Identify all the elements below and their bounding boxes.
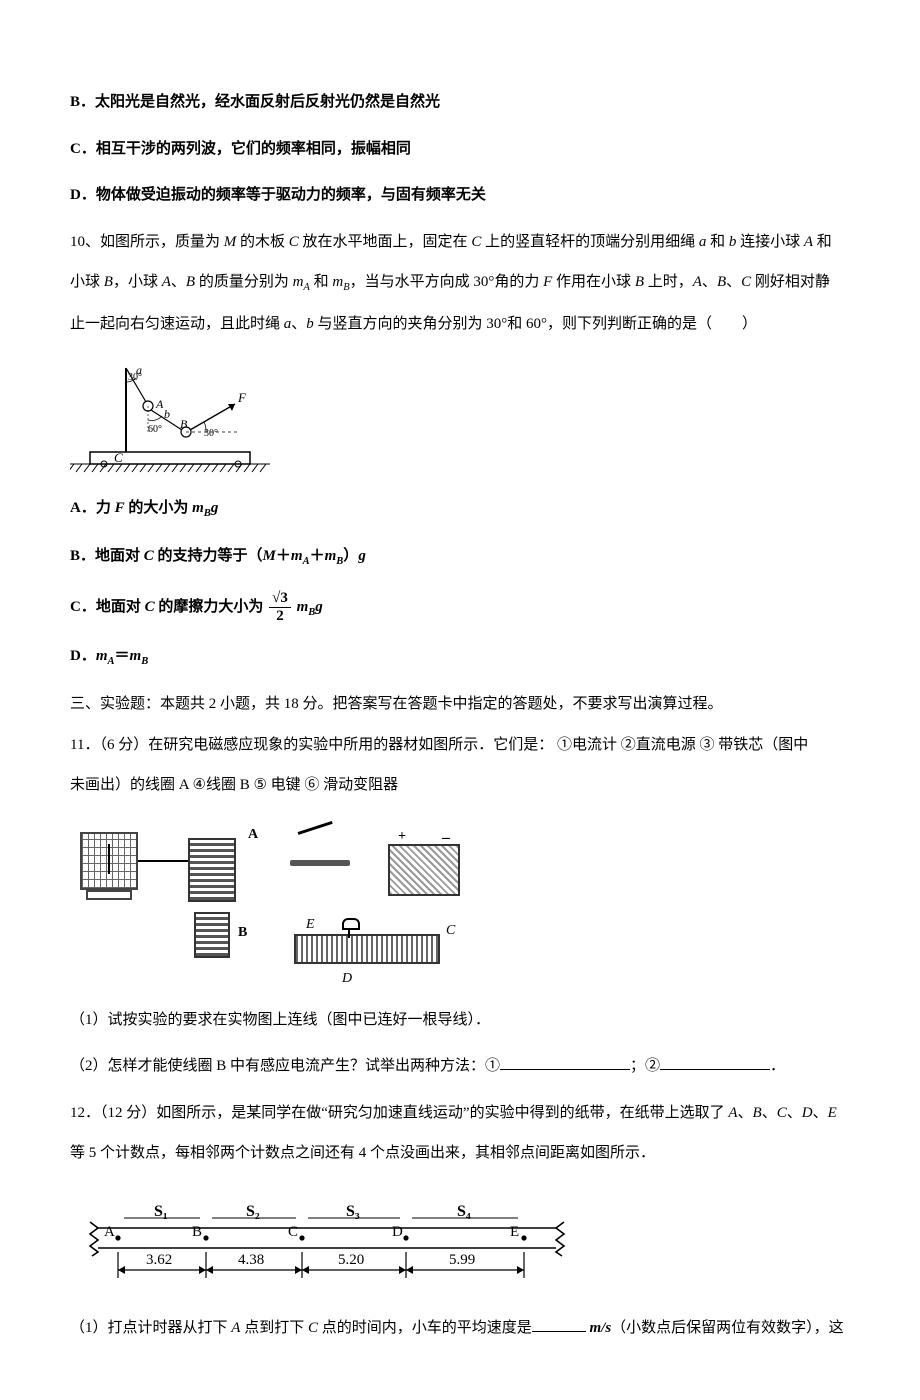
svg-text:60°: 60° xyxy=(148,424,162,435)
q11-p2-end: ． xyxy=(770,1058,785,1074)
svg-text:C: C xyxy=(288,1224,298,1240)
q10-option-b: B．地面对 C 的支持力等于（M＋mA＋mB）g xyxy=(70,542,850,572)
svg-text:B: B xyxy=(180,417,188,431)
battery-icon xyxy=(388,844,460,896)
svg-text:S₂: S₂ xyxy=(246,1203,260,1220)
svg-text:A: A xyxy=(155,397,164,411)
q11-apparatus-figure: A B C D E xyxy=(80,818,460,998)
svg-text:A: A xyxy=(104,1224,115,1240)
q9-c-text: C．相互干涉的两列波，它们的频率相同，振幅相同 xyxy=(70,141,411,157)
q12-blank-1[interactable] xyxy=(532,1317,586,1332)
q10-diagram: C 30° a A 60° b B F 30° xyxy=(70,356,850,476)
svg-text:5.20: 5.20 xyxy=(338,1252,364,1268)
q10-option-a: A．力 F 的大小为 mBg xyxy=(70,494,850,524)
svg-text:B: B xyxy=(192,1224,202,1240)
switch-icon xyxy=(290,836,350,866)
q11-stem-line2: 未画出）的线圈 A ④线圈 B ⑤ 电键 ⑥ 滑动变阻器 xyxy=(70,771,850,800)
galvanometer-icon xyxy=(80,832,138,890)
section3-heading: 三、实验题：本题共 2 小题，共 18 分。把答案写在答题卡中指定的答题处，不要… xyxy=(70,690,850,719)
svg-text:D: D xyxy=(392,1224,403,1240)
q10-option-d: D．mA＝mB xyxy=(70,642,850,672)
svg-text:30°: 30° xyxy=(204,428,218,439)
svg-text:E: E xyxy=(510,1224,519,1240)
q12-p1-unit: m/s xyxy=(586,1320,611,1336)
svg-text:b: b xyxy=(164,407,170,421)
svg-text:a: a xyxy=(136,363,142,377)
q9-option-c: C．相互干涉的两列波，它们的频率相同，振幅相同 xyxy=(70,135,850,164)
q10-option-c: C．地面对 C 的摩擦力大小为 √32 mBg xyxy=(70,590,850,624)
rheostat-icon xyxy=(294,934,440,964)
coil-b-label: B xyxy=(238,926,247,940)
q10-c-frac-den: 2 xyxy=(269,608,291,625)
svg-text:3.62: 3.62 xyxy=(146,1252,172,1268)
svg-text:5.99: 5.99 xyxy=(449,1252,475,1268)
q12-p1-pre: （1）打点计时器从打下 A 点到打下 C 点的时间内，小车的平均速度是 xyxy=(70,1320,532,1336)
q11-blank-1[interactable] xyxy=(500,1055,630,1070)
galvanometer-base xyxy=(86,890,132,900)
svg-text:S₃: S₃ xyxy=(346,1203,360,1220)
svg-text:F: F xyxy=(237,390,247,405)
q10-stem-2-text: 小球 B，小球 A、B 的质量分别为 mA 和 mB，当与水平方向成 30°角的… xyxy=(70,274,830,290)
q12-stem-line2: 等 5 个计数点，每相邻两个计数点之间还有 4 个点没画出来，其相邻点间距离如图… xyxy=(70,1139,850,1168)
q9-d-text: D．物体做受迫振动的频率等于驱动力的频率，与固有频率无关 xyxy=(70,187,486,203)
rheostat-label-e: E xyxy=(306,918,315,932)
q10-c-frac-num: √3 xyxy=(272,590,288,606)
q10-stem-line2: 小球 B，小球 A、B 的质量分别为 mA 和 mB，当与水平方向成 30°角的… xyxy=(70,268,850,298)
q11-p2-pre: （2）怎样才能使线圈 B 中有感应电流产生？试举出两种方法：① xyxy=(70,1058,500,1074)
q9-option-d: D．物体做受迫振动的频率等于驱动力的频率，与固有频率无关 xyxy=(70,181,850,210)
svg-text:4.38: 4.38 xyxy=(238,1252,264,1268)
svg-text:C: C xyxy=(114,450,123,465)
svg-text:S₄: S₄ xyxy=(457,1203,471,1220)
q9-b-text: B．太阳光是自然光，经水面反射后反射光仍然是自然光 xyxy=(70,94,440,110)
q11-p2-mid: ；② xyxy=(630,1058,660,1074)
svg-text:S₁: S₁ xyxy=(154,1203,168,1220)
q11-part2: （2）怎样才能使线圈 B 中有感应电流产生？试举出两种方法：① ；② ． xyxy=(70,1052,850,1081)
q9-option-b: B．太阳光是自然光，经水面反射后反射光仍然是自然光 xyxy=(70,88,850,117)
prewired-lead xyxy=(138,860,188,862)
q11-stem-line1: 11．（6 分）在研究电磁感应现象的实验中所用的器材如图所示．它们是： ①电流计… xyxy=(70,731,850,760)
q12-stem-line1: 12．（12 分）如图所示，是某同学在做“研究匀加速直线运动”的实验中得到的纸带… xyxy=(70,1099,850,1128)
q12-part1: （1）打点计时器从打下 A 点到打下 C 点的时间内，小车的平均速度是 m/s（… xyxy=(70,1314,850,1343)
rheostat-slider xyxy=(348,926,350,938)
q10-stem-line1: 10、如图所示，质量为 M 的木板 C 放在水平地面上，固定在 C 上的竖直轻杆… xyxy=(70,228,850,257)
q10-stem-1-text: 10、如图所示，质量为 M 的木板 C 放在水平地面上，固定在 C 上的竖直轻杆… xyxy=(70,234,832,250)
coil-a xyxy=(188,838,236,902)
q12-tape-diagram: A B C D E S₁ S₂ S₃ S₄ 3.62 4.38 5.20 5.99 xyxy=(70,1186,850,1296)
q10-stem-line3: 止一起向右匀速运动，且此时绳 a、b 与竖直方向的夹角分别为 30°和 60°，… xyxy=(70,310,850,339)
q12-p1-tail: （小数点后保留两位有效数字），这 xyxy=(611,1320,844,1336)
rheostat-label-d: D xyxy=(342,972,352,986)
coil-b xyxy=(194,912,230,958)
rheostat-label-c: C xyxy=(446,924,455,938)
q12-stem-1-text: 12．（12 分）如图所示，是某同学在做“研究匀加速直线运动”的实验中得到的纸带… xyxy=(70,1105,837,1121)
q11-part1: （1）试按实验的要求在实物图上连线（图中已连好一根导线）． xyxy=(70,1006,850,1035)
tape-svg: A B C D E S₁ S₂ S₃ S₄ 3.62 4.38 5.20 5.99 xyxy=(70,1186,590,1296)
q10-stem-3-text: 止一起向右匀速运动，且此时绳 a、b 与竖直方向的夹角分别为 30°和 60°，… xyxy=(70,316,757,332)
q11-blank-2[interactable] xyxy=(660,1055,770,1070)
coil-a-label: A xyxy=(248,828,258,842)
